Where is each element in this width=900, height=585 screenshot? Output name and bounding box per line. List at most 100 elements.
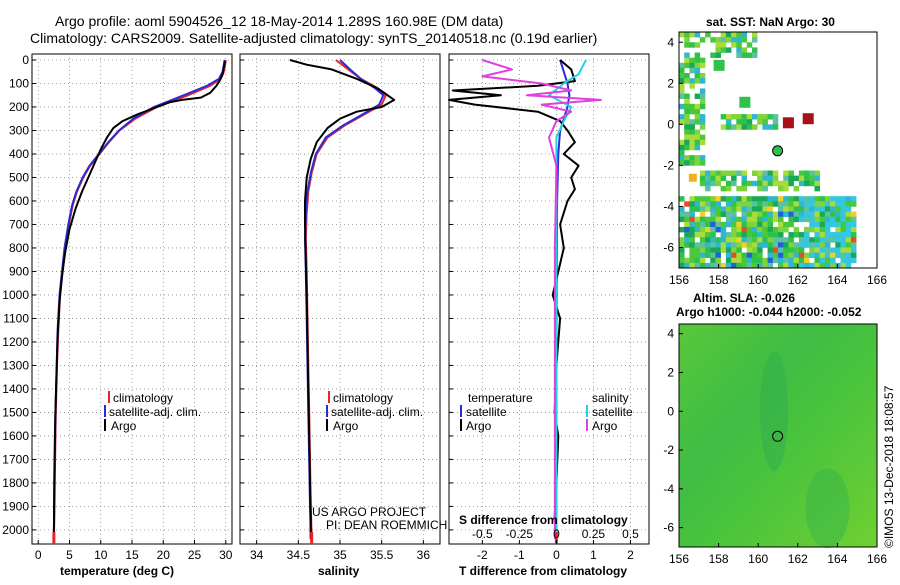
sst-cell: [741, 216, 748, 223]
sst-cell: [741, 180, 748, 187]
sst-cell: [699, 226, 706, 233]
sst-cell: [746, 206, 753, 212]
sst-cell: [788, 211, 794, 217]
sst-cell: [720, 47, 727, 53]
depth-tick-label: 1700: [2, 452, 29, 466]
sst-cell: [809, 226, 815, 233]
sst-cell: [684, 108, 690, 115]
sst-cell: [720, 175, 727, 182]
sst-cell: [725, 47, 732, 53]
legend-label-satellite: satellite-adj. clim.: [331, 405, 423, 419]
sst-cell: [793, 242, 800, 248]
sst-cell: [689, 32, 695, 38]
sst-cell: [741, 206, 748, 212]
sst-cell: [830, 206, 836, 212]
sst-cell: [845, 211, 852, 217]
sst-cell: [767, 201, 774, 207]
sst-map-cells: [679, 32, 857, 269]
sst-cell: [679, 196, 685, 202]
sst-cell: [804, 216, 810, 223]
sst-cell: [767, 180, 774, 187]
sst-cell: [689, 252, 695, 259]
sst-cell: [751, 52, 758, 58]
sst-cell: [757, 211, 763, 217]
sst-cell: [720, 185, 727, 192]
sst-cell: [819, 247, 826, 253]
sla-map-yticks: 4 2 0 -2 -4 -6: [663, 327, 683, 535]
sla-map-xticks: 156 158 160 162 164 166: [669, 543, 887, 566]
sst-cell: [793, 252, 800, 259]
sst-cell: [746, 216, 753, 223]
sst-cell: [762, 262, 768, 269]
sst-cell: [731, 232, 737, 238]
sst-cell: [757, 257, 763, 264]
legend-swatch-climatology: [328, 391, 330, 403]
sst-cell: [710, 37, 716, 43]
sst-cell: [830, 257, 836, 264]
sst-cell: [830, 237, 836, 243]
legend-swatch-satellite: [326, 405, 328, 417]
title-line-1: Argo profile: aoml 5904526_12 18-May-201…: [55, 13, 503, 29]
depth-tick-label: 1000: [2, 288, 29, 302]
sst-cell: [850, 201, 857, 207]
depth-tick-label: 200: [9, 100, 29, 114]
sst-cell: [788, 201, 794, 207]
sst-cell: [835, 196, 841, 202]
sla-map-cells: [679, 324, 877, 549]
sst-cell: [684, 257, 690, 264]
sst-cell: [715, 170, 721, 176]
sst-cell: [762, 226, 768, 233]
sst-cell: [778, 232, 784, 238]
sst-cell: [699, 98, 706, 105]
sst-cell: [809, 237, 815, 243]
sst-cell: [679, 119, 685, 125]
sst-cell: [684, 216, 690, 223]
sst-cell: [788, 262, 794, 269]
depth-tick-label: 800: [9, 241, 29, 255]
sst-cell: [694, 129, 701, 135]
depth-tick-label: 1200: [2, 335, 29, 349]
sst-cell: [736, 257, 742, 264]
sst-cell: [762, 201, 768, 207]
sst-cell: [694, 232, 701, 238]
sst-cell: [731, 262, 737, 269]
sst-cell: [772, 216, 779, 223]
sst-cell: [762, 257, 768, 264]
sst-cell: [689, 42, 695, 48]
salinity-xlabel: salinity: [318, 564, 360, 578]
sst-cell: [720, 42, 727, 48]
sst-cell: [694, 252, 701, 259]
sst-cell: [679, 237, 685, 243]
sst-cell: [741, 221, 748, 228]
sst-cell: [783, 242, 789, 248]
sst-cell: [798, 196, 805, 202]
sst-cell: [679, 103, 685, 110]
sst-cell: [699, 257, 706, 264]
sst-cell: [705, 237, 711, 243]
sst-cell: [762, 216, 768, 223]
sst-cell: [731, 180, 737, 187]
sst-cell: [840, 211, 847, 217]
map-y-tick-label: -4: [663, 482, 674, 496]
sst-cell: [699, 206, 706, 212]
sst-cell: [715, 47, 721, 53]
sst-cell: [830, 262, 836, 269]
sst-cell: [699, 201, 706, 207]
sst-cell: [741, 175, 748, 182]
sst-cell: [684, 103, 690, 110]
s-x-tick-label: 0: [553, 527, 560, 541]
sst-cell: [850, 247, 857, 253]
sst-cell: [741, 170, 748, 176]
sst-cell: [793, 175, 800, 182]
sst-cell: [783, 170, 789, 176]
sst-cell: [689, 124, 695, 130]
sst-cell: [783, 180, 789, 187]
sst-cell: [751, 232, 758, 238]
sst-cell: [845, 237, 852, 243]
sst-cell: [699, 242, 706, 248]
sst-cell: [850, 211, 857, 217]
x-tick-label: 34: [250, 548, 264, 562]
x-tick-label: 5: [66, 548, 73, 562]
sst-cell: [720, 114, 727, 120]
sst-cell: [804, 252, 810, 259]
